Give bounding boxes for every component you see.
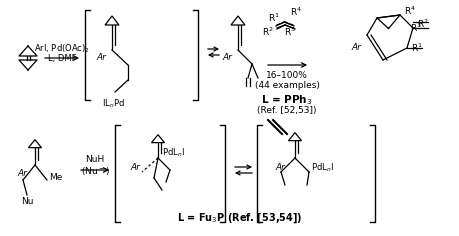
- Text: Ar: Ar: [96, 52, 106, 62]
- Text: (44 examples): (44 examples): [255, 81, 319, 90]
- Text: (Nu$^-$): (Nu$^-$): [81, 165, 109, 177]
- Text: R$^2$: R$^2$: [262, 26, 274, 38]
- Text: R$^3$: R$^3$: [284, 26, 296, 38]
- Text: Ar: Ar: [222, 52, 232, 62]
- Text: Ar: Ar: [351, 43, 361, 52]
- Text: ArI, Pd(OAc)$_2$: ArI, Pd(OAc)$_2$: [34, 43, 90, 55]
- Text: Ar: Ar: [130, 164, 140, 173]
- Text: R$^3$: R$^3$: [410, 22, 422, 34]
- Text: Nu: Nu: [21, 198, 33, 206]
- Text: R$^2$: R$^2$: [417, 18, 429, 30]
- Text: R$^1$: R$^1$: [411, 42, 423, 54]
- Text: Ar: Ar: [17, 169, 27, 177]
- Text: Ar: Ar: [275, 164, 285, 173]
- Text: PdL$_n$I: PdL$_n$I: [311, 162, 334, 174]
- Text: Me: Me: [49, 173, 62, 182]
- Text: NuH: NuH: [85, 156, 105, 164]
- Text: (Ref. [52,53]): (Ref. [52,53]): [257, 106, 317, 115]
- Text: IL$_n$Pd: IL$_n$Pd: [101, 97, 124, 110]
- Text: L = Fu$_3$P (Ref. [53,54]): L = Fu$_3$P (Ref. [53,54]): [177, 211, 302, 225]
- Text: L = PPh$_3$: L = PPh$_3$: [261, 93, 313, 107]
- Text: PdL$_n$I: PdL$_n$I: [162, 147, 185, 159]
- Text: R$^4$: R$^4$: [404, 4, 416, 17]
- Text: L, DMF: L, DMF: [48, 55, 76, 63]
- Text: R$^4$: R$^4$: [290, 6, 302, 18]
- Text: 16–100%: 16–100%: [266, 71, 308, 80]
- Text: R$^1$: R$^1$: [268, 12, 280, 24]
